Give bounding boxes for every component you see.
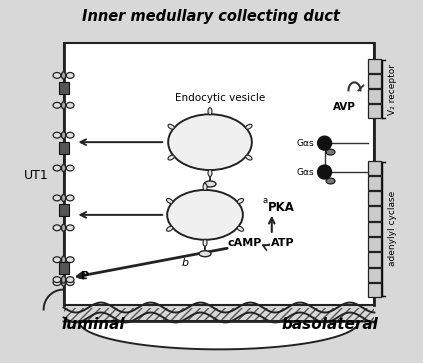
Ellipse shape: [203, 183, 207, 191]
Ellipse shape: [66, 102, 74, 108]
Ellipse shape: [61, 276, 66, 283]
Text: basolateral: basolateral: [281, 317, 378, 332]
Text: PKA: PKA: [268, 201, 295, 215]
Ellipse shape: [53, 280, 61, 286]
Ellipse shape: [199, 251, 211, 257]
Polygon shape: [63, 322, 374, 349]
Bar: [63, 307, 374, 322]
Ellipse shape: [168, 155, 174, 160]
Circle shape: [318, 165, 332, 179]
Text: a: a: [263, 196, 268, 205]
Ellipse shape: [66, 165, 74, 171]
Ellipse shape: [61, 164, 66, 172]
Bar: [59, 142, 69, 154]
Bar: [59, 204, 69, 216]
Bar: [368, 191, 381, 205]
Ellipse shape: [208, 170, 212, 176]
Ellipse shape: [237, 227, 244, 231]
Ellipse shape: [326, 149, 335, 155]
Ellipse shape: [61, 132, 66, 139]
Ellipse shape: [53, 165, 61, 171]
Bar: [368, 237, 381, 251]
Text: adenylyl cyclase: adenylyl cyclase: [388, 191, 397, 266]
Bar: [368, 176, 381, 190]
Bar: [368, 222, 381, 236]
Ellipse shape: [237, 199, 244, 203]
Text: AVP: AVP: [333, 102, 356, 112]
Ellipse shape: [167, 190, 243, 240]
Ellipse shape: [246, 155, 252, 160]
Ellipse shape: [168, 124, 174, 129]
Text: luminal: luminal: [62, 317, 125, 332]
Ellipse shape: [53, 277, 61, 282]
Bar: [368, 74, 381, 88]
Ellipse shape: [61, 279, 66, 286]
Text: Gαs: Gαs: [297, 139, 315, 148]
Ellipse shape: [66, 280, 74, 286]
Ellipse shape: [203, 239, 207, 246]
Ellipse shape: [53, 257, 61, 262]
Ellipse shape: [53, 225, 61, 231]
Ellipse shape: [61, 72, 66, 79]
Text: b: b: [181, 258, 189, 268]
Ellipse shape: [66, 257, 74, 262]
Ellipse shape: [61, 102, 66, 109]
Text: Gαs: Gαs: [297, 168, 315, 176]
Ellipse shape: [61, 194, 66, 201]
Text: Inner medullary collecting duct: Inner medullary collecting duct: [82, 9, 340, 24]
Ellipse shape: [53, 73, 61, 78]
Bar: [368, 89, 381, 103]
Ellipse shape: [66, 195, 74, 201]
Bar: [59, 82, 69, 94]
Bar: [368, 252, 381, 266]
Ellipse shape: [167, 199, 173, 203]
Text: V₂ receptor: V₂ receptor: [388, 64, 397, 115]
Ellipse shape: [66, 132, 74, 138]
Bar: [368, 268, 381, 282]
Text: UT1: UT1: [24, 168, 49, 182]
Bar: [368, 59, 381, 73]
Ellipse shape: [61, 256, 66, 263]
Bar: [368, 160, 381, 175]
Ellipse shape: [168, 114, 252, 170]
Ellipse shape: [208, 108, 212, 115]
Ellipse shape: [66, 73, 74, 78]
Text: ATP: ATP: [271, 238, 294, 248]
Ellipse shape: [66, 225, 74, 231]
Bar: [59, 262, 69, 274]
Bar: [368, 207, 381, 221]
Circle shape: [318, 136, 332, 150]
Ellipse shape: [246, 124, 252, 129]
Ellipse shape: [204, 181, 216, 187]
Ellipse shape: [53, 132, 61, 138]
Text: Endocytic vesicle: Endocytic vesicle: [175, 93, 265, 103]
Bar: [63, 42, 374, 305]
Ellipse shape: [66, 277, 74, 282]
Text: cAMP: cAMP: [228, 238, 262, 248]
Ellipse shape: [326, 178, 335, 184]
Bar: [368, 104, 381, 118]
Ellipse shape: [167, 227, 173, 231]
Text: P: P: [81, 271, 90, 281]
Bar: [368, 283, 381, 297]
Ellipse shape: [61, 224, 66, 231]
Ellipse shape: [53, 102, 61, 108]
Ellipse shape: [53, 195, 61, 201]
